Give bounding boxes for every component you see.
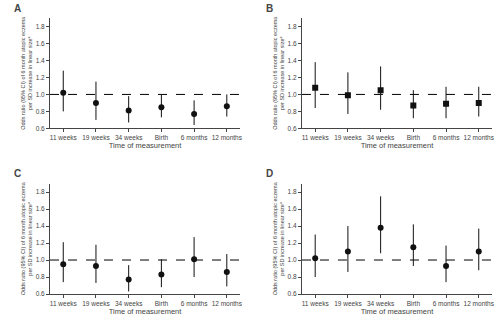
svg-text:12 months: 12 months [464, 134, 495, 141]
svg-text:11 weeks: 11 weeks [302, 300, 330, 307]
svg-text:34 weeks: 34 weeks [115, 134, 143, 141]
svg-text:1.8: 1.8 [288, 23, 297, 30]
svg-text:D: D [266, 168, 273, 179]
svg-text:1.6: 1.6 [288, 205, 297, 212]
svg-text:0.6: 0.6 [288, 125, 297, 132]
svg-text:Birth: Birth [407, 134, 421, 141]
svg-text:34 weeks: 34 weeks [367, 134, 395, 141]
svg-text:6 months: 6 months [433, 300, 460, 307]
svg-text:Birth: Birth [407, 300, 421, 307]
svg-text:0.6: 0.6 [288, 290, 297, 297]
svg-text:Time of measurement: Time of measurement [361, 141, 435, 150]
svg-text:1.0: 1.0 [288, 91, 297, 98]
svg-text:1.4: 1.4 [36, 57, 45, 64]
svg-text:1.2: 1.2 [36, 74, 45, 81]
svg-text:1.8: 1.8 [288, 188, 297, 195]
svg-text:1.6: 1.6 [36, 40, 45, 47]
svg-text:6 months: 6 months [433, 134, 460, 141]
svg-text:1.4: 1.4 [288, 57, 297, 64]
svg-text:Birth: Birth [155, 134, 169, 141]
svg-text:19 weeks: 19 weeks [334, 300, 362, 307]
svg-text:0.8: 0.8 [36, 108, 45, 115]
svg-text:Odds ratio (95% CI) of 6 month: Odds ratio (95% CI) of 6 month atopic ec… [20, 16, 33, 130]
svg-text:11 weeks: 11 weeks [302, 134, 330, 141]
svg-text:6 months: 6 months [181, 134, 208, 141]
svg-text:6 months: 6 months [181, 300, 208, 307]
svg-text:Time of measurement: Time of measurement [109, 141, 183, 150]
svg-text:1.0: 1.0 [36, 91, 45, 98]
svg-text:1.8: 1.8 [36, 188, 45, 195]
svg-text:1.2: 1.2 [288, 239, 297, 246]
svg-text:1.2: 1.2 [288, 74, 297, 81]
svg-text:Time of measurement: Time of measurement [361, 307, 435, 316]
svg-text:34 weeks: 34 weeks [367, 300, 395, 307]
svg-text:19 weeks: 19 weeks [334, 134, 362, 141]
svg-text:1.8: 1.8 [36, 23, 45, 30]
svg-text:0.8: 0.8 [36, 273, 45, 280]
svg-text:19 weeks: 19 weeks [82, 134, 110, 141]
svg-text:Birth: Birth [155, 300, 169, 307]
svg-text:1.6: 1.6 [36, 205, 45, 212]
svg-text:Odds ratio (95% CI) of 6 month: Odds ratio (95% CI) of 6 month atopic ec… [20, 181, 33, 295]
svg-text:0.8: 0.8 [288, 108, 297, 115]
svg-text:C: C [14, 168, 21, 179]
svg-text:1.0: 1.0 [288, 256, 297, 263]
svg-text:1.4: 1.4 [36, 222, 45, 229]
svg-text:11 weeks: 11 weeks [50, 134, 78, 141]
svg-text:34 weeks: 34 weeks [115, 300, 143, 307]
svg-text:B: B [266, 3, 273, 14]
svg-text:0.6: 0.6 [36, 290, 45, 297]
svg-text:Odds ratio (95% CI) of 6 month: Odds ratio (95% CI) of 6 month atopic ec… [272, 16, 285, 130]
svg-text:1.6: 1.6 [288, 40, 297, 47]
svg-text:0.6: 0.6 [36, 125, 45, 132]
svg-text:1.0: 1.0 [36, 256, 45, 263]
svg-text:A: A [14, 3, 21, 14]
svg-text:1.2: 1.2 [36, 239, 45, 246]
svg-text:12 months: 12 months [212, 300, 243, 307]
svg-text:19 weeks: 19 weeks [82, 300, 110, 307]
svg-text:11 weeks: 11 weeks [50, 300, 78, 307]
svg-text:Time of measurement: Time of measurement [109, 307, 183, 316]
svg-text:12 months: 12 months [464, 300, 495, 307]
svg-text:1.4: 1.4 [288, 222, 297, 229]
svg-text:Odds ratio (95% CI) of 6 month: Odds ratio (95% CI) of 6 month atopic ec… [272, 181, 285, 295]
svg-text:0.8: 0.8 [288, 273, 297, 280]
svg-text:12 months: 12 months [212, 134, 243, 141]
